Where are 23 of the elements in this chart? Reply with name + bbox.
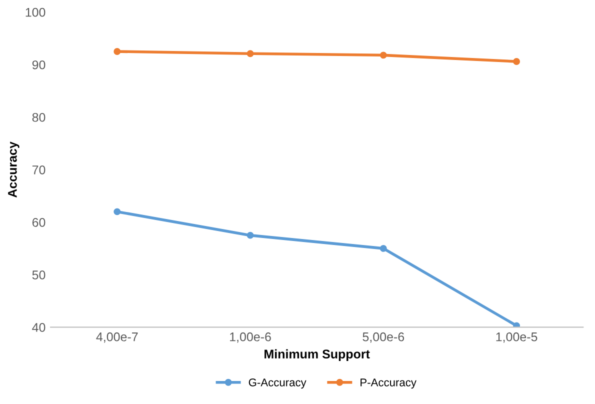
x-axis-title: Minimum Support [264,349,370,361]
y-tick-label: 90 [32,60,46,70]
point [114,48,121,55]
y-tick-label: 70 [32,165,46,174]
point [513,58,520,65]
x-tick-label: 4,00e-7 [96,332,138,343]
point [246,50,254,58]
y-tick-label: 80 [32,112,46,122]
point [513,322,520,328]
point [114,208,121,216]
point [380,52,387,59]
y-tick-label: 50 [32,270,46,280]
point [246,232,254,239]
y-tick-label: 100 [26,8,46,17]
x-tick-label: 5,00e-6 [362,332,404,343]
x-tick-label: 1,00e-6 [230,332,271,343]
y-tick-label: 60 [32,218,46,227]
y-axis-title: Accuracy [8,142,20,198]
x-tick-label: 1,00e-5 [496,332,538,343]
point [380,244,387,252]
legend-label: G-Accuracy [248,378,306,389]
y-tick-label: 40 [32,323,46,332]
legend-label: P-Accuracy [360,378,416,389]
